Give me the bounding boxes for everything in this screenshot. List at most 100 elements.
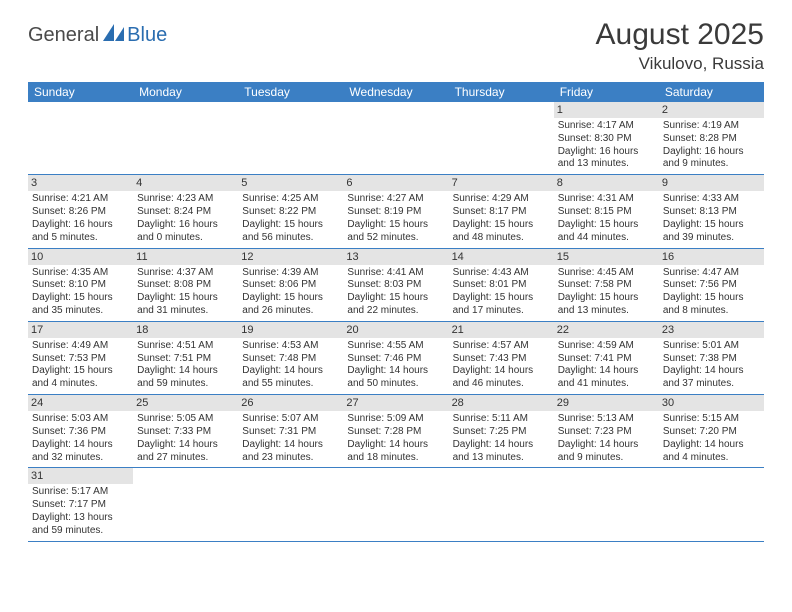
calendar-cell xyxy=(238,102,343,174)
cell-daylight1: Daylight: 15 hours xyxy=(663,292,760,305)
day-number: 25 xyxy=(133,395,238,411)
calendar-cell: 5Sunrise: 4:25 AMSunset: 8:22 PMDaylight… xyxy=(238,175,343,247)
cell-daylight1: Daylight: 15 hours xyxy=(663,219,760,232)
cell-daylight2: and 56 minutes. xyxy=(242,232,339,245)
calendar-cell: 16Sunrise: 4:47 AMSunset: 7:56 PMDayligh… xyxy=(659,249,764,321)
cell-daylight2: and 4 minutes. xyxy=(32,378,129,391)
cell-daylight2: and 5 minutes. xyxy=(32,232,129,245)
day-number: 28 xyxy=(449,395,554,411)
cell-daylight2: and 0 minutes. xyxy=(137,232,234,245)
cell-sunset: Sunset: 8:26 PM xyxy=(32,206,129,219)
calendar-cell: 3Sunrise: 4:21 AMSunset: 8:26 PMDaylight… xyxy=(28,175,133,247)
cell-daylight1: Daylight: 16 hours xyxy=(663,146,760,159)
cell-sunset: Sunset: 7:20 PM xyxy=(663,426,760,439)
cell-daylight1: Daylight: 15 hours xyxy=(347,292,444,305)
calendar-cell: 31Sunrise: 5:17 AMSunset: 7:17 PMDayligh… xyxy=(28,468,133,540)
cell-daylight1: Daylight: 14 hours xyxy=(242,365,339,378)
calendar-cell xyxy=(659,468,764,540)
calendar-cell xyxy=(133,102,238,174)
cell-sunrise: Sunrise: 4:37 AM xyxy=(137,267,234,280)
cell-sunset: Sunset: 7:28 PM xyxy=(347,426,444,439)
cell-daylight1: Daylight: 15 hours xyxy=(137,292,234,305)
calendar-cell: 27Sunrise: 5:09 AMSunset: 7:28 PMDayligh… xyxy=(343,395,448,467)
cell-daylight1: Daylight: 14 hours xyxy=(347,365,444,378)
cell-daylight1: Daylight: 15 hours xyxy=(32,292,129,305)
cell-sunset: Sunset: 7:43 PM xyxy=(453,353,550,366)
cell-sunrise: Sunrise: 5:07 AM xyxy=(242,413,339,426)
cell-sunset: Sunset: 8:01 PM xyxy=(453,279,550,292)
cell-sunset: Sunset: 8:17 PM xyxy=(453,206,550,219)
cell-daylight2: and 37 minutes. xyxy=(663,378,760,391)
header: General Blue August 2025 Vikulovo, Russi… xyxy=(28,18,764,74)
cell-sunset: Sunset: 8:06 PM xyxy=(242,279,339,292)
day-number: 16 xyxy=(659,249,764,265)
cell-daylight1: Daylight: 15 hours xyxy=(453,292,550,305)
cell-daylight2: and 55 minutes. xyxy=(242,378,339,391)
day-number: 7 xyxy=(449,175,554,191)
cell-sunset: Sunset: 7:46 PM xyxy=(347,353,444,366)
cell-daylight1: Daylight: 14 hours xyxy=(558,365,655,378)
calendar-row: 10Sunrise: 4:35 AMSunset: 8:10 PMDayligh… xyxy=(28,249,764,322)
cell-daylight2: and 59 minutes. xyxy=(32,525,129,538)
calendar-row: 24Sunrise: 5:03 AMSunset: 7:36 PMDayligh… xyxy=(28,395,764,468)
cell-sunset: Sunset: 7:36 PM xyxy=(32,426,129,439)
day-number: 4 xyxy=(133,175,238,191)
cell-daylight1: Daylight: 15 hours xyxy=(453,219,550,232)
day-number: 10 xyxy=(28,249,133,265)
calendar-cell xyxy=(133,468,238,540)
cell-sunrise: Sunrise: 4:27 AM xyxy=(347,193,444,206)
calendar-weekday-header: Sunday Monday Tuesday Wednesday Thursday… xyxy=(28,82,764,102)
calendar-cell: 17Sunrise: 4:49 AMSunset: 7:53 PMDayligh… xyxy=(28,322,133,394)
cell-daylight2: and 18 minutes. xyxy=(347,452,444,465)
day-number: 3 xyxy=(28,175,133,191)
cell-sunrise: Sunrise: 5:03 AM xyxy=(32,413,129,426)
cell-sunrise: Sunrise: 4:41 AM xyxy=(347,267,444,280)
weekday-saturday: Saturday xyxy=(659,82,764,102)
calendar-cell: 25Sunrise: 5:05 AMSunset: 7:33 PMDayligh… xyxy=(133,395,238,467)
cell-sunset: Sunset: 8:30 PM xyxy=(558,133,655,146)
cell-daylight1: Daylight: 16 hours xyxy=(558,146,655,159)
calendar-cell: 14Sunrise: 4:43 AMSunset: 8:01 PMDayligh… xyxy=(449,249,554,321)
cell-sunset: Sunset: 8:24 PM xyxy=(137,206,234,219)
cell-daylight1: Daylight: 15 hours xyxy=(347,219,444,232)
calendar-row: 3Sunrise: 4:21 AMSunset: 8:26 PMDaylight… xyxy=(28,175,764,248)
day-number: 31 xyxy=(28,468,133,484)
cell-sunrise: Sunrise: 4:17 AM xyxy=(558,120,655,133)
cell-daylight2: and 8 minutes. xyxy=(663,305,760,318)
calendar-cell: 19Sunrise: 4:53 AMSunset: 7:48 PMDayligh… xyxy=(238,322,343,394)
calendar-cell xyxy=(343,102,448,174)
day-number: 1 xyxy=(554,102,659,118)
cell-sunset: Sunset: 7:53 PM xyxy=(32,353,129,366)
cell-daylight2: and 46 minutes. xyxy=(453,378,550,391)
day-number: 19 xyxy=(238,322,343,338)
calendar-cell xyxy=(28,102,133,174)
day-number: 11 xyxy=(133,249,238,265)
cell-daylight2: and 44 minutes. xyxy=(558,232,655,245)
cell-sunrise: Sunrise: 4:49 AM xyxy=(32,340,129,353)
cell-sunset: Sunset: 8:08 PM xyxy=(137,279,234,292)
logo-text-general: General xyxy=(28,24,99,47)
cell-sunrise: Sunrise: 4:45 AM xyxy=(558,267,655,280)
weekday-tuesday: Tuesday xyxy=(238,82,343,102)
calendar-row: 17Sunrise: 4:49 AMSunset: 7:53 PMDayligh… xyxy=(28,322,764,395)
cell-daylight2: and 35 minutes. xyxy=(32,305,129,318)
cell-daylight1: Daylight: 16 hours xyxy=(137,219,234,232)
cell-daylight2: and 22 minutes. xyxy=(347,305,444,318)
cell-sunrise: Sunrise: 5:17 AM xyxy=(32,486,129,499)
calendar-cell: 30Sunrise: 5:15 AMSunset: 7:20 PMDayligh… xyxy=(659,395,764,467)
cell-daylight1: Daylight: 14 hours xyxy=(453,365,550,378)
calendar-row: 1Sunrise: 4:17 AMSunset: 8:30 PMDaylight… xyxy=(28,102,764,175)
calendar-body: 1Sunrise: 4:17 AMSunset: 8:30 PMDaylight… xyxy=(28,102,764,542)
cell-daylight2: and 31 minutes. xyxy=(137,305,234,318)
cell-daylight1: Daylight: 13 hours xyxy=(32,512,129,525)
cell-sunset: Sunset: 7:41 PM xyxy=(558,353,655,366)
cell-daylight1: Daylight: 15 hours xyxy=(558,219,655,232)
calendar-cell: 22Sunrise: 4:59 AMSunset: 7:41 PMDayligh… xyxy=(554,322,659,394)
calendar: Sunday Monday Tuesday Wednesday Thursday… xyxy=(28,82,764,542)
cell-sunrise: Sunrise: 4:35 AM xyxy=(32,267,129,280)
calendar-cell xyxy=(554,468,659,540)
calendar-cell: 7Sunrise: 4:29 AMSunset: 8:17 PMDaylight… xyxy=(449,175,554,247)
cell-daylight2: and 52 minutes. xyxy=(347,232,444,245)
cell-sunrise: Sunrise: 4:19 AM xyxy=(663,120,760,133)
weekday-monday: Monday xyxy=(133,82,238,102)
